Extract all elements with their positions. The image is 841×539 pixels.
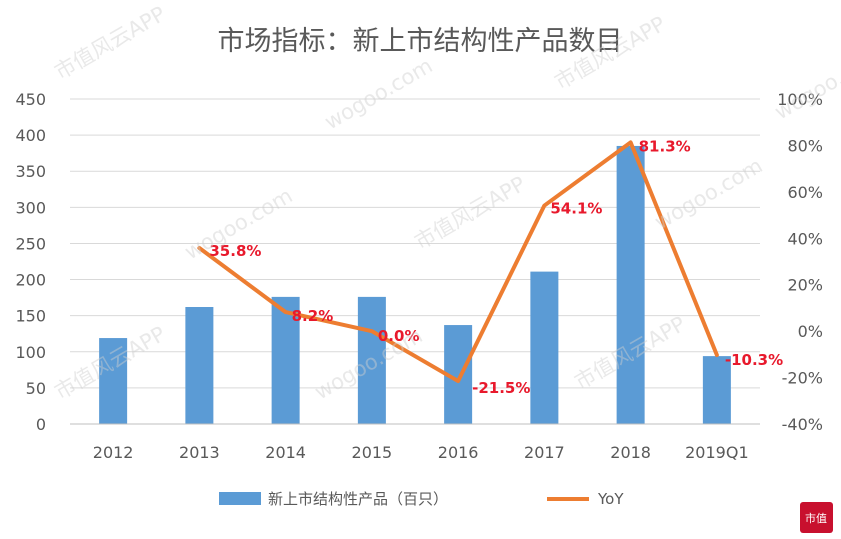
x-tick-label: 2017	[524, 443, 565, 462]
x-tick-label: 2014	[265, 443, 306, 462]
legend-line-label: YoY	[597, 490, 624, 508]
bar-series	[99, 145, 731, 424]
yoy-data-label: -10.3%	[725, 351, 783, 369]
watermark-text: wogoo.com	[321, 53, 437, 134]
x-tick-label: 2019Q1	[685, 443, 749, 462]
y-left-tick-label: 150	[15, 307, 46, 326]
chart-title: 市场指标：新上市结构性产品数目	[218, 26, 623, 57]
x-tick-label: 2013	[179, 443, 220, 462]
yoy-data-label: 35.8%	[209, 242, 261, 260]
yoy-data-label: 81.3%	[639, 137, 691, 155]
y-left-tick-label: 300	[15, 198, 46, 217]
bar	[530, 271, 559, 424]
yoy-data-label: 8.2%	[292, 307, 334, 325]
x-tick-label: 2012	[93, 443, 134, 462]
y-left-tick-label: 350	[15, 162, 46, 181]
bar	[185, 307, 214, 424]
y-left-tick-label: 250	[15, 234, 46, 253]
y-right-tick-label: 40%	[787, 229, 823, 248]
bar	[99, 338, 128, 424]
line-series	[197, 140, 719, 384]
bar	[616, 145, 645, 424]
watermark-text: 市值风云APP	[411, 172, 530, 255]
y-right-tick-label: 100%	[777, 90, 823, 109]
x-tick-label: 2018	[610, 443, 651, 462]
y-right-tick-label: -40%	[782, 415, 823, 434]
watermark-text: 市值风云APP	[51, 2, 170, 85]
yoy-line	[197, 140, 719, 384]
y-left-tick-label: 400	[15, 126, 46, 145]
yoy-data-label: 54.1%	[550, 200, 602, 218]
legend: 新上市结构性产品（百只） YoY	[219, 490, 624, 508]
bar	[702, 356, 731, 424]
data-labels: 35.8% 8.2% 0.0% -21.5% 54.1% 81.3% -10.3%	[209, 137, 783, 397]
axes: 0 50 100 150 200 250 300 350 400 450 -40% -20% 0% 20%…	[15, 90, 823, 462]
watermark-text: wogoo.com	[771, 43, 841, 124]
legend-bar-swatch	[219, 492, 261, 505]
y-right-tick-label: 0%	[798, 322, 823, 341]
y-right-tick-label: 80%	[787, 136, 823, 155]
y-left-tick-label: 50	[26, 379, 46, 398]
y-left-tick-label: 450	[15, 90, 46, 109]
bar	[357, 296, 386, 424]
yoy-data-label: 0.0%	[378, 327, 420, 345]
y-right-tick-label: 20%	[787, 276, 823, 295]
yoy-data-label: -21.5%	[472, 379, 530, 397]
y-left-tick-label: 200	[15, 271, 46, 290]
x-tick-label: 2015	[352, 443, 393, 462]
gridlines	[70, 98, 760, 389]
y-right-tick-label: -20%	[782, 369, 823, 388]
y-left-tick-label: 0	[36, 415, 46, 434]
logo-stamp: 市值	[800, 502, 833, 533]
bar	[271, 296, 300, 424]
svg-text:市值: 市值	[805, 511, 827, 525]
x-tick-label: 2016	[438, 443, 479, 462]
y-right-tick-label: 60%	[787, 183, 823, 202]
watermark-text: wogoo.com	[651, 153, 767, 234]
legend-bar-label: 新上市结构性产品（百只）	[268, 490, 448, 508]
y-left-tick-label: 100	[15, 343, 46, 362]
